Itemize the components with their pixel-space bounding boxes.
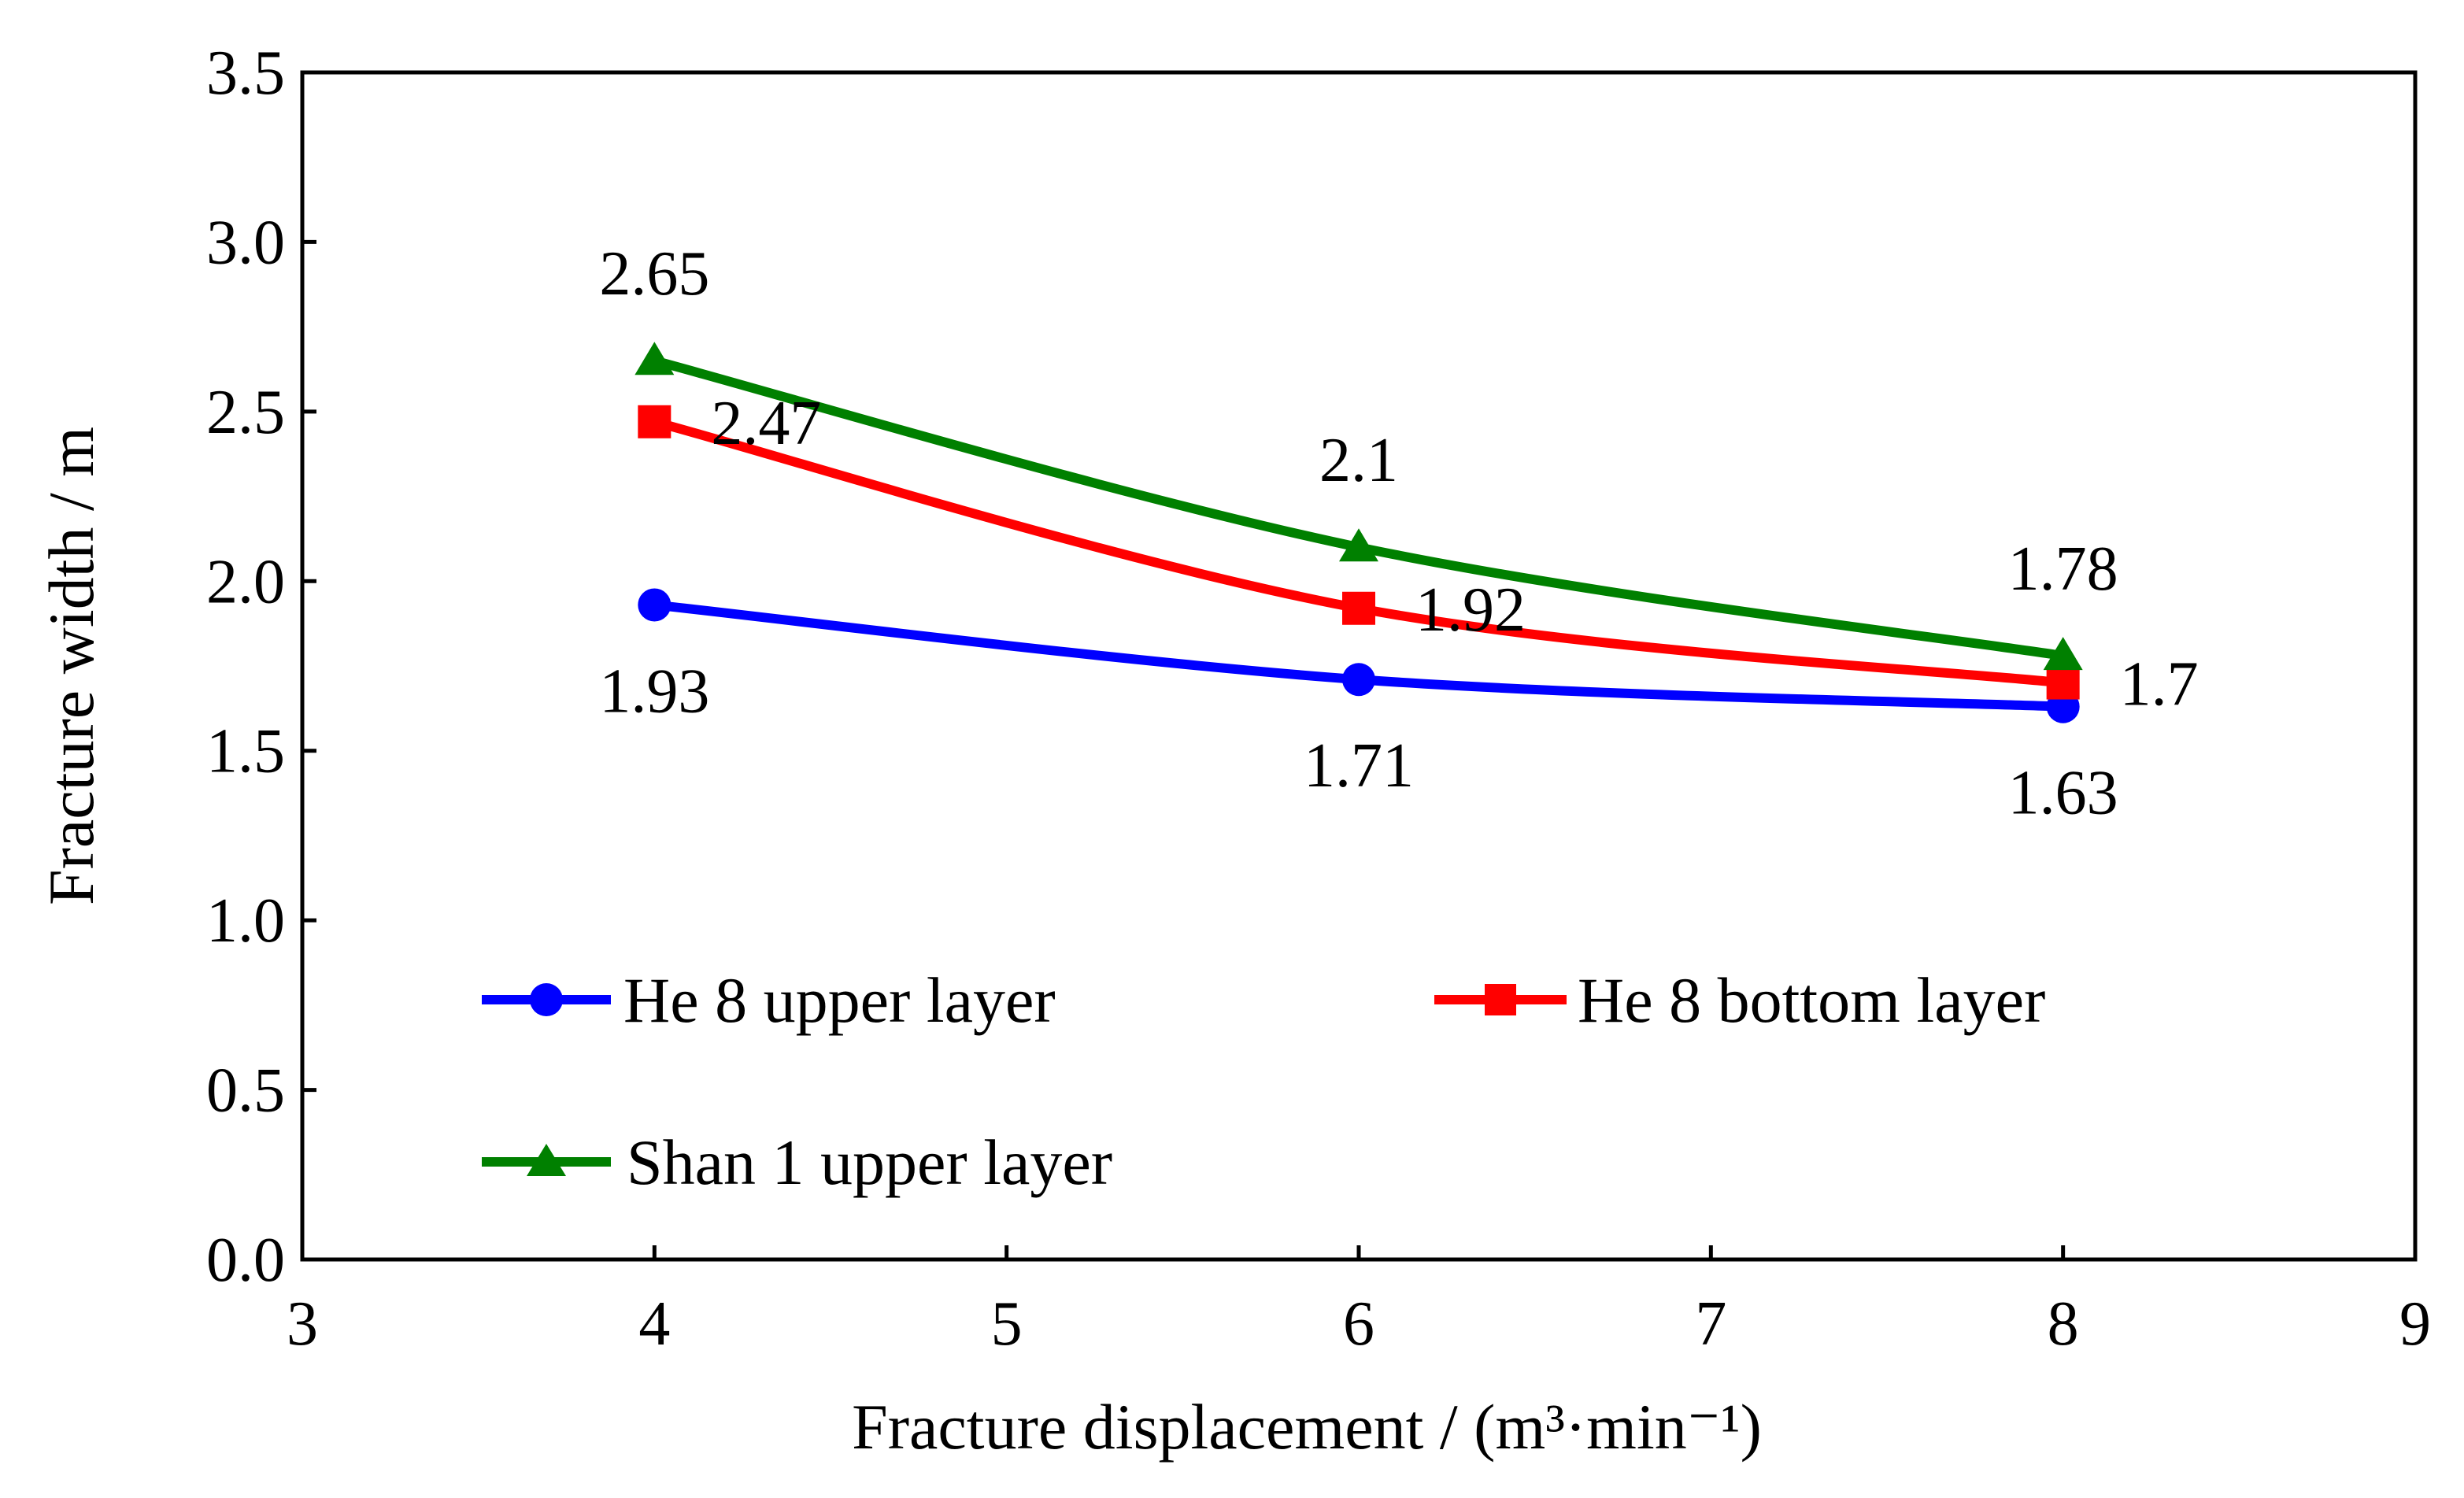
- x-tick-label: 3: [287, 1289, 318, 1359]
- data-point-square: [1342, 591, 1375, 625]
- data-point-triangle: [1339, 528, 1378, 562]
- legend-entry-shan1-upper[interactable]: Shan 1 upper layer: [482, 1126, 1112, 1198]
- x-axis-title: Fracture displacement / (m³·min⁻¹): [852, 1391, 1762, 1463]
- x-tick-label: 9: [2399, 1289, 2431, 1359]
- x-tick-label: 6: [1343, 1289, 1374, 1359]
- y-tick-label: 3.0: [206, 208, 285, 277]
- y-tick-label: 1.5: [206, 717, 285, 786]
- y-tick-label: 2.0: [206, 547, 285, 616]
- legend-entry-he8-upper[interactable]: He 8 upper layer: [482, 964, 1056, 1036]
- legend-marker-circle: [530, 983, 563, 1016]
- data-point-triangle: [634, 342, 675, 375]
- legend-entry-he8-bottom[interactable]: He 8 bottom layer: [1434, 964, 2045, 1036]
- y-tick-label: 2.5: [206, 378, 285, 447]
- data-label: 1.78: [2008, 534, 2118, 604]
- y-tick-label: 3.5: [206, 39, 285, 108]
- data-point-square: [2046, 666, 2080, 700]
- y-tick-label: 0.5: [206, 1056, 285, 1126]
- data-label: 2.1: [1319, 426, 1398, 495]
- data-label: 2.47: [711, 389, 821, 458]
- data-point-triangle: [2043, 637, 2083, 671]
- x-tick-label: 7: [1695, 1289, 1726, 1359]
- data-point-circle: [638, 588, 671, 622]
- data-label: 1.63: [2008, 759, 2118, 828]
- x-axis: 3 4 5 6 7 8 9: [287, 1245, 2431, 1359]
- y-axis-title: Fracture width / m: [35, 427, 107, 905]
- legend-marker-square: [1485, 984, 1516, 1015]
- legend-label-he8-bottom: He 8 bottom layer: [1578, 964, 2045, 1036]
- legend-marker-triangle: [527, 1144, 566, 1176]
- data-labels: 1.93 1.71 1.63 2.47 1.92 1.7 2.65 2.1 1.78: [599, 239, 2198, 827]
- x-tick-label: 4: [638, 1289, 670, 1359]
- data-point-square: [638, 405, 671, 438]
- data-label: 2.65: [599, 239, 709, 309]
- legend-label-shan1-upper: Shan 1 upper layer: [627, 1126, 1112, 1198]
- y-tick-label: 1.0: [206, 886, 285, 956]
- data-point-circle: [1342, 663, 1375, 697]
- series-markers: [634, 342, 2083, 723]
- legend-label-he8-upper: He 8 upper layer: [623, 964, 1056, 1036]
- x-tick-label: 5: [991, 1289, 1023, 1359]
- data-label: 1.71: [1304, 731, 1414, 801]
- x-tick-label: 8: [2048, 1289, 2079, 1359]
- y-tick-label: 0.0: [206, 1226, 285, 1295]
- y-axis: 0.0 0.5 1.0 1.5 2.0 2.5 3.0 3.5: [206, 39, 316, 1295]
- data-label: 1.93: [599, 657, 709, 726]
- data-label: 1.92: [1415, 575, 1526, 645]
- data-label: 1.7: [2120, 650, 2199, 719]
- legend: He 8 upper layer He 8 bottom layer Shan …: [482, 964, 2045, 1198]
